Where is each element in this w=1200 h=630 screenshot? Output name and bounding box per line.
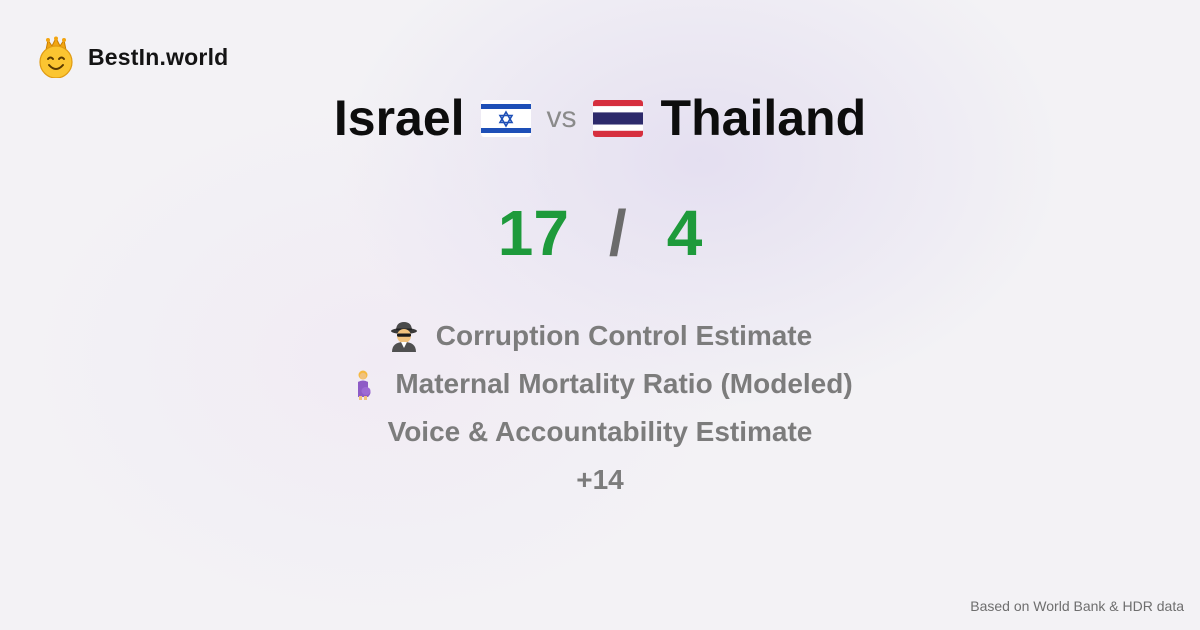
metric-label: Maternal Mortality Ratio (Modeled): [395, 368, 853, 399]
metric-item: Corruption Control Estimate: [388, 312, 812, 360]
right-country-name: Thailand: [660, 90, 867, 146]
crowned-smiley-icon: [39, 36, 73, 78]
brand-name: BestIn.world: [88, 43, 229, 70]
left-score: 17: [497, 197, 569, 269]
pregnant-woman-icon: [358, 370, 371, 400]
metric-label: Corruption Control Estimate: [435, 320, 813, 351]
right-score: 4: [666, 197, 703, 269]
score-separator: /: [608, 197, 627, 269]
source-note: Based on World Bank & HDR data: [970, 598, 1184, 614]
israel-flag-icon: [480, 99, 531, 137]
metric-item: Voice & Accountability Estimate: [388, 408, 813, 456]
metric-label: Voice & Accountability Estimate: [387, 416, 813, 447]
brand[interactable]: BestIn.world: [38, 36, 228, 78]
more-metrics-count: +14: [576, 464, 624, 495]
thailand-flag-icon: [592, 99, 643, 137]
detective-icon: [390, 322, 417, 352]
score-row: 17 / 4: [0, 196, 1200, 270]
metric-list: Corruption Control Estimate Maternal Mor…: [0, 312, 1200, 504]
comparison-title: Israel vs Thailand: [0, 86, 1200, 150]
metric-item: Maternal Mortality Ratio (Modeled): [347, 360, 853, 408]
vs-label: vs: [546, 101, 577, 134]
left-country-name: Israel: [333, 90, 465, 146]
